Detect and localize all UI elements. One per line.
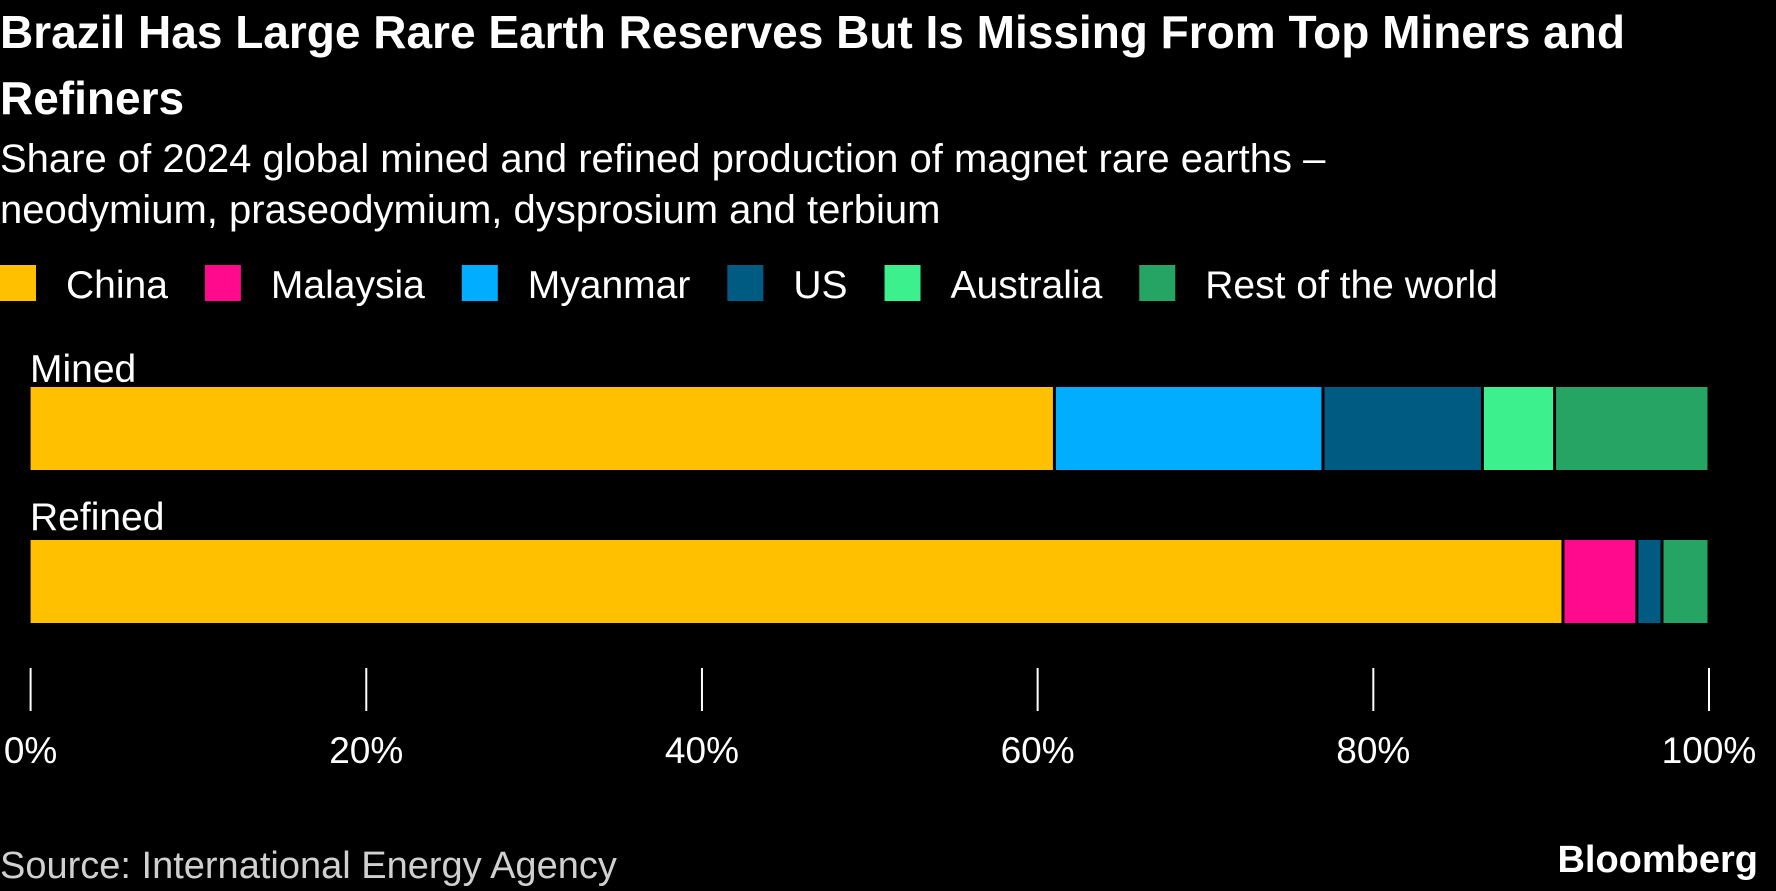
x-tick-label: 0% <box>4 730 57 771</box>
legend-label: Rest of the world <box>1205 264 1498 307</box>
bar-segment <box>1556 387 1708 470</box>
legend-label: Australia <box>951 264 1103 307</box>
x-tick-label: 20% <box>329 730 403 771</box>
chart-subtitle: neodymium, praseodymium, dysprosium and … <box>0 188 940 232</box>
legend-label: US <box>793 264 847 307</box>
source: Source: International Energy Agency <box>0 845 617 887</box>
legend-swatch <box>204 265 241 301</box>
brand: Bloomberg <box>1557 839 1758 881</box>
chart-title: Brazil Has Large Rare Earth Reserves But… <box>0 6 1625 124</box>
legend-swatch <box>1139 265 1176 301</box>
legend-swatch <box>727 265 764 301</box>
legend-swatch <box>461 265 498 301</box>
bar-segment <box>1055 387 1322 470</box>
legend-label: Malaysia <box>271 264 425 307</box>
bar-segment <box>30 540 1562 623</box>
legend-label: China <box>66 264 168 307</box>
chart-subtitle: Share of 2024 global mined and refined p… <box>0 137 1326 181</box>
category-label: Refined <box>30 496 164 539</box>
category-label: Mined <box>30 348 136 391</box>
x-tick-label: 80% <box>1336 730 1410 771</box>
legend-swatch <box>0 265 36 301</box>
bar-segment <box>1564 540 1636 623</box>
legend-swatch <box>884 265 921 301</box>
x-tick-label: 100% <box>1662 730 1757 771</box>
x-tick-label: 40% <box>665 730 739 771</box>
bar-segment <box>1638 540 1661 623</box>
bar-segment <box>1663 540 1708 623</box>
legend-label: Myanmar <box>528 264 691 307</box>
bar-segment <box>30 387 1053 470</box>
x-tick-label: 60% <box>1001 730 1075 771</box>
bar-segment <box>1324 387 1481 470</box>
bar-segment <box>1483 387 1554 470</box>
